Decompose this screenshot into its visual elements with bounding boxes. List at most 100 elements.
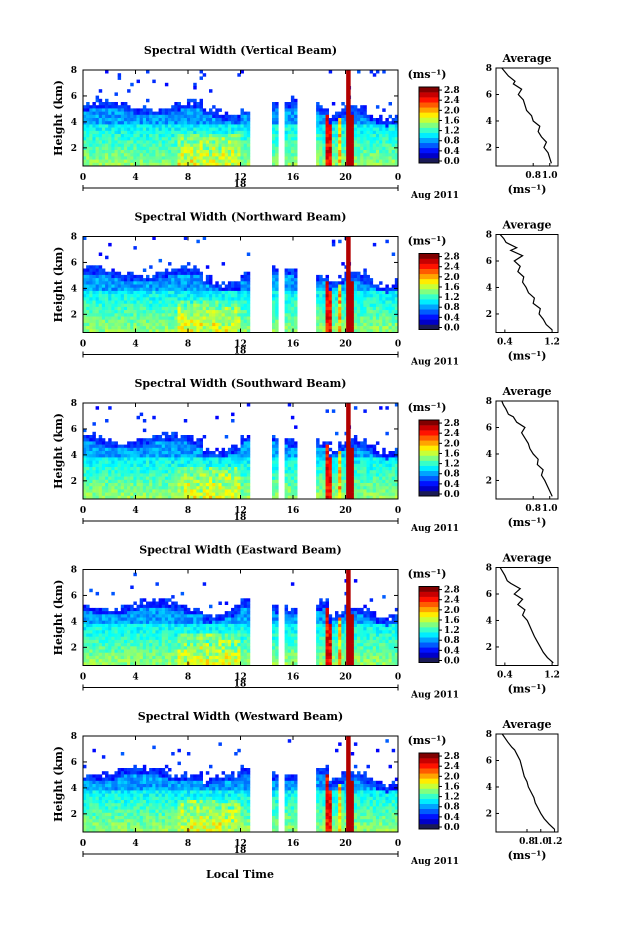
y-tick-label: 4	[71, 451, 77, 461]
profile-x-tick-label: 0.8	[519, 837, 535, 847]
high-width-column	[346, 403, 351, 499]
profile-y-tick-label: 6	[486, 756, 492, 766]
x-tick-label: 12	[234, 673, 247, 683]
x-tick-label: 12	[234, 506, 247, 516]
y-tick-label: 8	[71, 399, 77, 409]
y-tick-label: 2	[71, 477, 77, 487]
date-axis: 18 Aug 2011	[82, 680, 459, 701]
x-tick-label: 20	[339, 839, 352, 849]
profile-y-tick-label: 8	[486, 397, 492, 407]
profile-y-tick-label: 2	[486, 643, 492, 653]
profile-line	[501, 733, 555, 830]
x-ticks: 0 4 8 12 16 20 0	[80, 236, 401, 350]
profile-y-tick-label: 4	[486, 450, 492, 460]
profile-y-tick-label: 6	[486, 423, 492, 433]
colorbar: 0.00.40.81.21.62.02.42.8 (ms⁻¹)	[408, 68, 460, 167]
y-tick-label: 4	[71, 617, 77, 627]
colorbar-label: (ms⁻¹)	[408, 401, 447, 414]
x-tick-label: 16	[287, 173, 300, 183]
profile-frame	[495, 234, 559, 333]
colorbar-label: (ms⁻¹)	[408, 235, 447, 248]
x-tick-label: 20	[339, 506, 352, 516]
profile-x-tick-label: 1.2	[544, 338, 560, 348]
profile-line	[501, 400, 553, 497]
x-tick-label: 8	[185, 839, 191, 849]
profile-title: Average	[501, 718, 551, 731]
chart-title: Spectral Width (Eastward Beam)	[139, 544, 341, 557]
profile-frame	[495, 67, 559, 167]
y-axis-label: Height (km)	[52, 247, 65, 323]
colorbar-tick-label: 0.0	[444, 490, 460, 500]
profile-x-label: (ms⁻¹)	[508, 849, 547, 862]
x-tick-label: 0	[80, 506, 86, 516]
date-axis: 18 Aug 2011	[82, 513, 459, 534]
profile-x-tick-label: 0.8	[525, 504, 541, 514]
x-tick-label: 0	[395, 173, 401, 183]
high-width-column	[346, 70, 351, 166]
y-tick-label: 8	[71, 66, 77, 76]
heatmap-cells	[83, 739, 399, 833]
profile-y-tick-label: 4	[486, 616, 492, 626]
profile-line	[499, 234, 553, 331]
y-tick-label: 4	[71, 784, 77, 794]
panel-1: Spectral Width (Northward Beam) 2 4 6 8 Heigh…	[52, 211, 560, 368]
chart-title: Spectral Width (Northward Beam)	[135, 211, 347, 224]
x-tick-label: 0	[395, 340, 401, 350]
high-width-column	[346, 736, 351, 832]
colorbar-tick-label: 1.6	[444, 283, 460, 293]
date-label: Aug 2011	[410, 524, 459, 534]
profile-x-label: (ms⁻¹)	[508, 516, 547, 529]
colorbar-tick-label: 1.6	[444, 116, 460, 126]
profile-x-label: (ms⁻¹)	[508, 683, 547, 696]
colorbar-tick-label: 1.6	[444, 616, 460, 626]
profile-x-tick-label: 1.0	[533, 837, 549, 847]
high-width-column	[346, 569, 351, 666]
colorbar-tick-label: 0.0	[444, 823, 460, 833]
y-tick-label: 6	[71, 591, 77, 601]
x-ticks: 0 4 8 12 16 20 0	[80, 569, 401, 683]
x-tick-label: 8	[185, 506, 191, 516]
date-label: Aug 2011	[410, 691, 459, 701]
colorbar-tick-label: 0.4	[444, 313, 460, 323]
panel-4: Spectral Width (Westward Beam) 2 4 6 8 Height…	[52, 710, 562, 867]
x-tick-label: 12	[234, 340, 247, 350]
y-ticks: 2 4 6 8	[71, 66, 398, 154]
date-label: Aug 2011	[410, 191, 459, 201]
colorbar-tick-label: 2.4	[444, 762, 460, 772]
profile-x-tick-label: 1.2	[544, 671, 560, 681]
x-tick-label: 8	[185, 673, 191, 683]
x-tick-label: 4	[132, 506, 138, 516]
heatmap-cells	[83, 572, 399, 666]
day-label: 18	[234, 347, 247, 357]
x-axis-label: Local Time	[206, 868, 274, 881]
x-tick-label: 0	[80, 173, 86, 183]
x-tick-label: 0	[395, 506, 401, 516]
colorbar-tick-label: 2.4	[444, 596, 460, 606]
profile-x-tick-label: 0.4	[497, 338, 513, 348]
colorbar-tick-label: 2.0	[444, 439, 460, 449]
colorbar-label: (ms⁻¹)	[408, 568, 447, 581]
colorbar-tick-label: 2.8	[444, 419, 460, 429]
profile-y-tick-label: 4	[486, 117, 492, 127]
profile-x-tick-label: 1.2	[547, 837, 563, 847]
x-ticks: 0 4 8 12 16 20 0	[80, 403, 401, 516]
colorbar-tick-label: 0.0	[444, 157, 460, 167]
x-tick-label: 16	[287, 673, 300, 683]
x-tick-label: 0	[395, 839, 401, 849]
colorbar: 0.00.40.81.21.62.02.42.8 (ms⁻¹)	[408, 401, 460, 500]
day-label: 18	[234, 680, 247, 690]
x-tick-label: 12	[234, 173, 247, 183]
colorbar-tick-label: 1.6	[444, 782, 460, 792]
y-tick-label: 4	[71, 118, 77, 128]
colorbar-tick-label: 1.2	[444, 460, 460, 470]
colorbar-tick-label: 0.0	[444, 324, 460, 334]
profile-y-tick-label: 6	[486, 90, 492, 100]
x-tick-label: 4	[132, 673, 138, 683]
profile-title: Average	[501, 52, 551, 65]
colorbar-tick-label: 1.2	[444, 127, 460, 137]
colorbar: 0.00.40.81.21.62.02.42.8 (ms⁻¹)	[408, 568, 460, 667]
high-width-column	[346, 236, 351, 333]
colorbar-tick-label: 0.8	[444, 137, 460, 147]
colorbar-tick-label: 2.4	[444, 96, 460, 106]
profile-y-tick-label: 8	[486, 64, 492, 74]
